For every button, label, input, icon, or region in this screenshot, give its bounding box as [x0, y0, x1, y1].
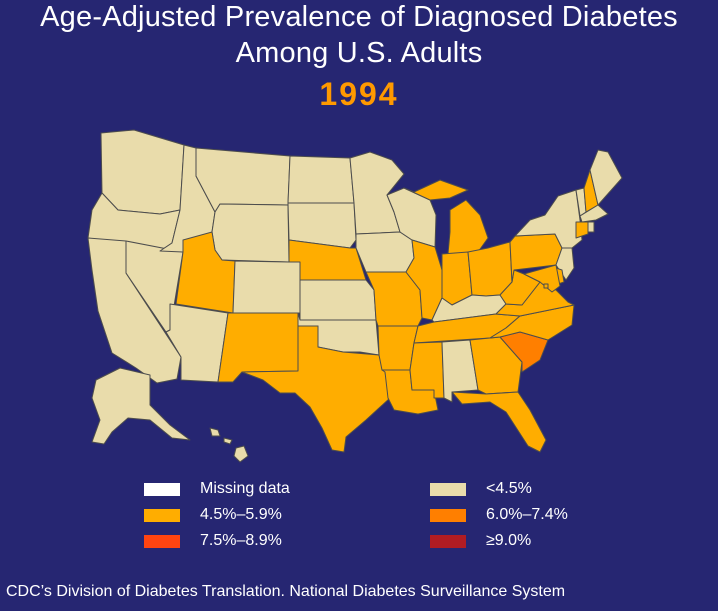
legend-swatch — [430, 534, 466, 548]
state-KS — [299, 279, 377, 321]
state-MI-lower — [447, 199, 489, 255]
state-CO — [232, 260, 301, 314]
state-NJ — [555, 247, 575, 281]
legend-swatch — [144, 534, 180, 548]
state-MA — [579, 204, 609, 223]
legend-label: 6.0%–7.4% — [486, 506, 568, 523]
state-NC — [489, 304, 575, 341]
legend-item-missing: Missing data — [144, 478, 290, 500]
state-MT — [195, 147, 291, 213]
source-credit: CDC’s Division of Diabetes Translation. … — [6, 583, 566, 600]
map-title-line-1: Age-Adjusted Prevalence of Diagnosed Dia… — [40, 1, 678, 33]
state-FL — [451, 391, 547, 453]
us-state-map — [87, 129, 623, 463]
state-WA — [100, 129, 185, 215]
state-RI — [587, 221, 595, 233]
legend-item-r60-74: 6.0%–7.4% — [430, 504, 568, 526]
legend: Missing data <4.5% 4.5%–5.9% 6.0%–7.4% 7… — [0, 478, 718, 558]
state-MD — [523, 264, 561, 293]
legend-swatch — [144, 482, 180, 496]
state-IA — [355, 231, 415, 273]
state-DC — [543, 283, 549, 289]
legend-label: 7.5%–8.9% — [200, 532, 282, 549]
state-HI — [209, 427, 221, 437]
legend-item-lt45: <4.5% — [430, 478, 532, 500]
legend-label: ≥9.0% — [486, 532, 532, 549]
legend-swatch — [144, 508, 180, 522]
state-NY — [514, 189, 583, 249]
state-HI-mid — [223, 437, 233, 445]
state-MS — [409, 341, 445, 399]
state-SD — [287, 202, 357, 249]
state-CT — [575, 221, 589, 239]
legend-item-r75-89: 7.5%–8.9% — [144, 530, 282, 552]
legend-swatch — [430, 508, 466, 522]
state-AK — [91, 367, 191, 445]
legend-item-ge90: ≥9.0% — [430, 530, 531, 552]
state-HI-big — [233, 445, 249, 463]
state-ND — [287, 155, 355, 204]
map-title-line-2: Among U.S. Adults — [235, 37, 483, 69]
state-TX — [241, 325, 391, 453]
state-IL — [405, 239, 443, 321]
legend-label: 4.5%–5.9% — [200, 506, 282, 523]
state-NE — [288, 239, 367, 281]
state-WY — [211, 203, 290, 263]
map-year: 1994 — [319, 76, 399, 112]
legend-swatch — [430, 482, 466, 496]
state-ME — [589, 149, 623, 206]
state-MI — [403, 179, 469, 201]
legend-label: <4.5% — [486, 480, 532, 497]
legend-item-r45-59: 4.5%–5.9% — [144, 504, 282, 526]
legend-label: Missing data — [200, 480, 290, 497]
